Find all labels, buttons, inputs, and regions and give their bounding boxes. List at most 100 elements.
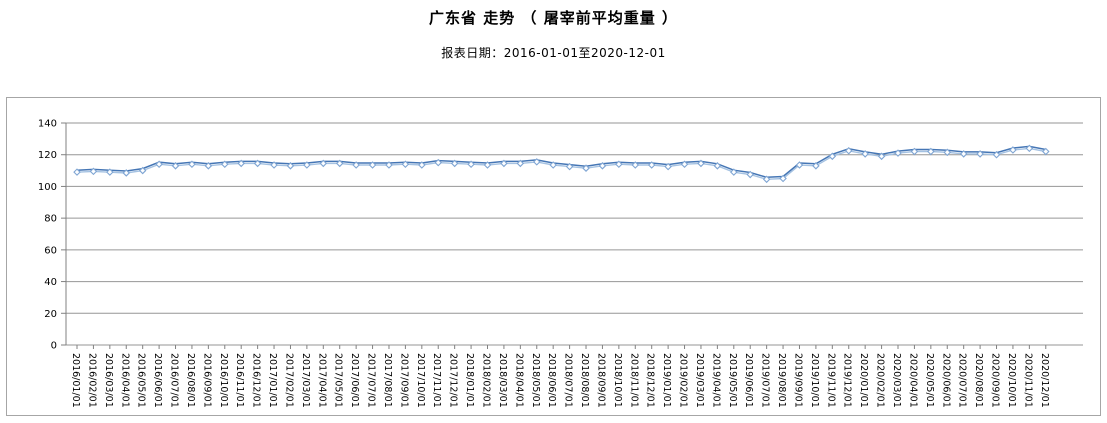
data-point-marker — [319, 159, 328, 168]
data-point-marker — [877, 152, 886, 161]
x-axis-label: 2016/12/01 — [251, 353, 262, 408]
data-point-marker — [434, 158, 443, 167]
x-axis-label: 2019/04/01 — [710, 353, 721, 408]
x-axis-label: 2018/02/01 — [481, 353, 492, 408]
data-point-marker — [89, 167, 98, 176]
x-axis-label: 2020/03/01 — [891, 353, 902, 408]
x-axis-label: 2020/06/01 — [940, 353, 951, 408]
data-point-marker — [221, 160, 229, 169]
x-axis-label: 2019/01/01 — [661, 353, 672, 408]
x-axis-label: 2016/09/01 — [201, 353, 212, 408]
y-axis-label: 0 — [51, 341, 57, 352]
x-axis-label: 2019/10/01 — [809, 353, 820, 408]
trend-chart-svg: 0 20 40 60 80 100 120 140 2016/01/01 2016/02/01 20… — [38, 119, 1083, 408]
data-point-marker — [762, 175, 771, 184]
data-point-marker — [237, 159, 245, 168]
data-point-marker — [106, 168, 114, 176]
data-point-marker — [483, 161, 492, 169]
data-point-marker — [418, 161, 426, 169]
x-axis-label: 2017/04/01 — [316, 353, 327, 408]
x-axis-label: 2018/12/01 — [645, 353, 656, 408]
x-axis-label: 2019/08/01 — [776, 353, 787, 408]
data-point-marker — [565, 162, 574, 171]
data-point-marker — [270, 161, 278, 169]
y-axis-label: 80 — [44, 214, 57, 225]
x-axis-label: 2019/06/01 — [743, 353, 754, 408]
x-axis-label: 2016/02/01 — [86, 353, 97, 408]
x-axis-label: 2019/09/01 — [792, 353, 803, 408]
x-axis-label: 2018/01/01 — [464, 353, 475, 408]
data-point-marker — [730, 168, 738, 176]
data-point-marker — [844, 146, 853, 155]
data-point-marker — [401, 160, 410, 169]
x-axis-label: 2017/12/01 — [448, 353, 459, 408]
x-axis-label: 2018/09/01 — [595, 353, 606, 408]
data-point-marker — [155, 160, 163, 169]
data-point-marker — [204, 162, 213, 170]
page-title: 广东省 走势 （ 屠宰前平均重量 ） — [429, 9, 678, 27]
x-axis-label: 2019/11/01 — [825, 353, 836, 408]
x-axis-label: 2020/02/01 — [875, 353, 886, 408]
data-point-marker — [286, 162, 295, 170]
data-point-marker — [1009, 146, 1017, 154]
data-point-marker — [171, 162, 180, 170]
x-axis-label: 2020/12/01 — [1039, 353, 1050, 408]
report-date-range: 报表日期：2016-01-01至2020-12-01 — [441, 46, 666, 60]
x-axis-label: 2018/03/01 — [497, 353, 508, 408]
trend-line — [76, 145, 1046, 179]
x-axis-label: 2017/07/01 — [366, 353, 377, 408]
data-point-marker — [73, 168, 81, 176]
data-point-marker — [647, 161, 656, 169]
x-axis-label: 2016/10/01 — [218, 353, 229, 408]
x-axis-label: 2016/06/01 — [152, 353, 163, 408]
data-point-marker — [516, 159, 525, 168]
x-axis-label: 2020/04/01 — [907, 353, 918, 408]
x-axis-label: 2020/05/01 — [924, 353, 935, 408]
data-point-marker — [615, 160, 623, 169]
data-point-marker — [697, 159, 705, 168]
data-point-marker — [713, 162, 722, 170]
data-point-marker — [680, 160, 689, 169]
y-axis-label: 40 — [44, 277, 57, 288]
x-axis-label: 2016/03/01 — [103, 353, 114, 408]
data-point-marker — [368, 161, 377, 169]
data-point-marker — [138, 166, 147, 175]
data-point-marker — [927, 147, 935, 156]
data-point-marker — [779, 174, 787, 183]
x-axis-label: 2017/10/01 — [415, 353, 426, 408]
x-axis-label: 2020/10/01 — [1006, 353, 1017, 408]
x-axis-label: 2016/07/01 — [169, 353, 180, 408]
data-point-marker — [894, 149, 902, 157]
data-point-marker — [549, 161, 557, 169]
data-point-marker — [467, 160, 475, 169]
x-axis-label: 2019/02/01 — [678, 353, 689, 408]
x-axis-label: 2016/11/01 — [234, 353, 245, 408]
x-axis-label: 2020/01/01 — [858, 353, 869, 408]
data-point-marker — [992, 150, 1001, 159]
x-axis-label: 2018/07/01 — [563, 353, 574, 408]
data-point-marker — [910, 147, 919, 156]
x-axis-label: 2017/09/01 — [398, 353, 409, 408]
data-point-marker — [122, 169, 131, 177]
data-point-marker — [598, 162, 607, 170]
x-axis-label: 2020/07/01 — [957, 353, 968, 408]
data-point-marker — [795, 161, 804, 169]
x-axis-label: 2017/11/01 — [431, 353, 442, 408]
data-point-marker — [1042, 147, 1050, 156]
x-axis-label: 2017/05/01 — [333, 353, 344, 408]
data-point-marker — [303, 161, 311, 169]
x-axis-label: 2016/01/01 — [70, 353, 81, 408]
x-axis-label: 2016/04/01 — [119, 353, 130, 408]
x-axis-label: 2019/12/01 — [842, 353, 853, 408]
data-point-marker — [385, 161, 393, 169]
x-axis-label: 2020/11/01 — [1022, 353, 1033, 408]
data-point-marker — [500, 159, 508, 168]
x-axis-label: 2017/01/01 — [267, 353, 278, 408]
data-point-marker — [188, 160, 196, 169]
x-axis-label: 2018/10/01 — [612, 353, 623, 408]
data-point-marker — [943, 148, 952, 157]
data-point-marker — [828, 152, 837, 161]
y-axis-label: 100 — [38, 182, 57, 193]
chart-panel: 0 20 40 60 80 100 120 140 2016/01/01 2016/02/01 20… — [6, 97, 1101, 416]
x-axis-label: 2017/02/01 — [283, 353, 294, 408]
